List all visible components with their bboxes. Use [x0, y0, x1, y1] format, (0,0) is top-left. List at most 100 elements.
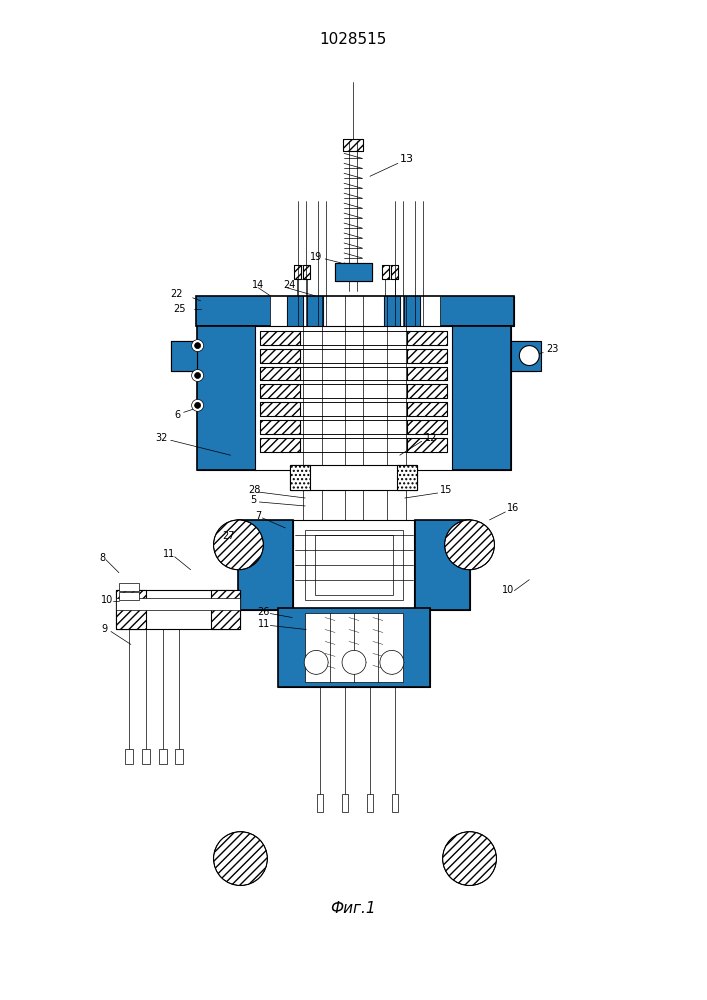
Bar [279, 608, 430, 687]
Text: 11: 11 [258, 619, 271, 629]
Bar [335, 263, 372, 281]
Bar [342, 794, 348, 812]
Bar [294, 265, 301, 279]
Circle shape [342, 650, 366, 674]
Bar [260, 438, 447, 452]
Circle shape [443, 832, 496, 885]
Text: 11: 11 [163, 549, 175, 559]
Bar [260, 384, 447, 398]
Text: 23: 23 [547, 344, 559, 354]
Bar [238, 520, 293, 610]
Text: 14: 14 [252, 280, 264, 290]
Text: 8: 8 [99, 553, 105, 563]
Bar [407, 384, 447, 398]
Bar [384, 296, 400, 326]
Text: 5: 5 [250, 495, 257, 505]
Circle shape [192, 340, 204, 352]
Circle shape [520, 346, 539, 366]
Bar [452, 326, 511, 470]
Text: 10: 10 [101, 595, 113, 605]
Bar [305, 613, 403, 682]
Bar [197, 326, 257, 470]
Bar [397, 465, 416, 490]
Bar [382, 265, 398, 279]
Bar [260, 420, 300, 434]
Bar [407, 367, 447, 380]
Bar [116, 598, 240, 610]
Bar [382, 265, 389, 279]
Text: 10: 10 [503, 585, 515, 595]
Bar [170, 341, 197, 371]
Circle shape [380, 650, 404, 674]
Text: 13: 13 [400, 154, 414, 164]
Bar [211, 590, 240, 629]
Bar [260, 331, 300, 345]
Circle shape [445, 520, 494, 570]
Bar [307, 296, 323, 326]
Bar [391, 265, 398, 279]
Bar [511, 341, 537, 371]
Text: 9: 9 [101, 624, 107, 634]
Bar [287, 296, 303, 326]
Text: 16: 16 [508, 503, 520, 513]
Bar [260, 349, 447, 363]
Circle shape [194, 373, 201, 378]
Bar [407, 420, 447, 434]
Bar [343, 139, 363, 151]
Bar [175, 749, 182, 764]
Text: 15: 15 [440, 485, 452, 495]
Bar [116, 590, 146, 629]
Bar [291, 465, 416, 490]
Bar [294, 265, 310, 279]
Circle shape [192, 370, 204, 381]
Bar [270, 296, 440, 326]
Text: 27: 27 [223, 531, 235, 541]
Bar [392, 794, 398, 812]
Bar [404, 296, 420, 326]
Bar [335, 263, 372, 281]
Text: 19: 19 [310, 252, 322, 262]
Bar [287, 296, 303, 326]
Bar [260, 349, 300, 363]
Bar [279, 608, 430, 687]
Text: 25: 25 [174, 304, 186, 314]
Bar [119, 592, 139, 600]
Text: 22: 22 [170, 289, 183, 299]
Text: 24: 24 [284, 280, 296, 290]
Bar [307, 296, 323, 326]
Bar [170, 341, 197, 371]
Bar [238, 520, 293, 610]
Bar [196, 296, 515, 326]
Bar [197, 326, 257, 470]
Text: 12: 12 [425, 433, 437, 443]
Bar [260, 438, 300, 452]
Bar [255, 326, 452, 470]
Bar [367, 794, 373, 812]
Bar [415, 520, 469, 610]
Bar [317, 794, 323, 812]
Bar [260, 367, 447, 380]
Bar [293, 520, 414, 610]
Circle shape [304, 650, 328, 674]
Bar [260, 402, 447, 416]
Bar [125, 749, 133, 764]
Bar [407, 331, 447, 345]
Text: 28: 28 [248, 485, 261, 495]
Bar [384, 296, 400, 326]
Text: Фиг.1: Фиг.1 [330, 901, 376, 916]
Circle shape [192, 399, 204, 411]
Bar [303, 265, 310, 279]
Bar [404, 296, 420, 326]
Text: 32: 32 [156, 433, 168, 443]
Bar [407, 402, 447, 416]
Bar [305, 530, 403, 600]
Bar [196, 296, 515, 326]
Bar [159, 749, 167, 764]
Bar [511, 341, 542, 371]
Circle shape [214, 832, 267, 885]
Bar [260, 402, 300, 416]
Bar [116, 590, 240, 629]
Bar [407, 349, 447, 363]
Bar [260, 331, 447, 345]
Bar [260, 420, 447, 434]
